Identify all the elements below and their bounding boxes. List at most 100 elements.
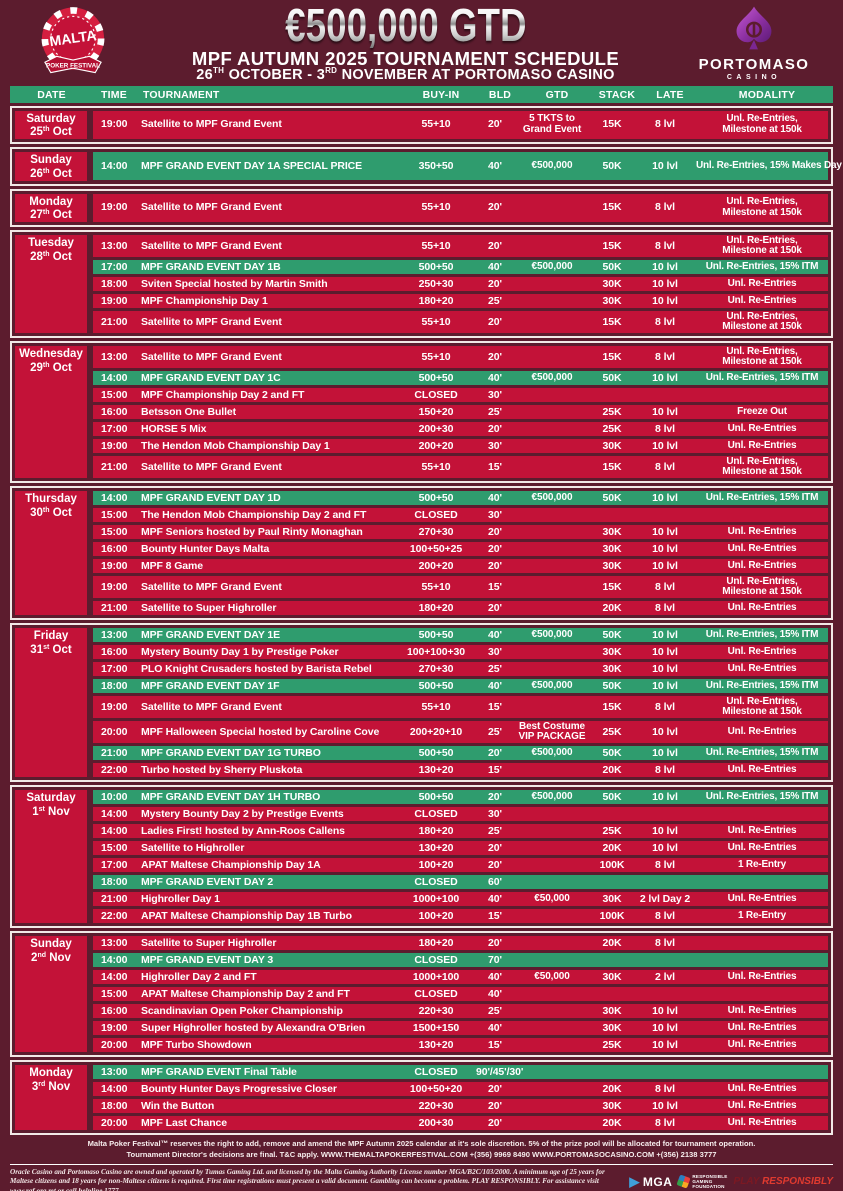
- tournament-name-cell: MPF 8 Game: [141, 559, 204, 572]
- tournament-name-cell: MPF Turbo Showdown: [141, 1038, 252, 1051]
- blind-level-cell: 40': [488, 260, 502, 273]
- svg-text:POKER FESTIVAL: POKER FESTIVAL: [46, 62, 100, 69]
- footer-logos: ▶ MGA RESPONSIBLE GAMING FOUNDATION PLAY …: [629, 1174, 833, 1190]
- late-reg-cell: 8 lvl: [655, 460, 675, 473]
- poker-chip-icon: MALTA POKER FESTIVAL: [41, 7, 105, 74]
- stack-cell: 30K: [602, 277, 622, 290]
- date-cell: Wednesday 29th Oct: [15, 346, 87, 479]
- buyin-cell: 200+30: [418, 422, 454, 435]
- tournament-row: 19:00 The Hendon Mob Championship Day 1 …: [93, 439, 828, 454]
- stack-cell: 30K: [602, 1099, 622, 1112]
- spade-icon: [736, 6, 772, 50]
- time-cell: 21:00: [101, 315, 128, 328]
- day-date: 3rd Nov: [31, 1080, 71, 1093]
- tournament-row: 10:00 MPF GRAND EVENT DAY 1H TURBO 500+5…: [93, 790, 828, 805]
- date-group: Wednesday 29th Oct 13:00 Satellite to MP…: [10, 341, 833, 484]
- responsible-gaming-foundation-logo: RESPONSIBLE GAMING FOUNDATION: [676, 1174, 727, 1190]
- time-cell: 13:00: [101, 628, 128, 641]
- late-reg-cell: 10 lvl: [652, 841, 678, 854]
- tournament-name-cell: Turbo hosted by Sherry Pluskota: [141, 763, 303, 776]
- stack-cell: 15K: [602, 580, 622, 593]
- stack-cell: 25K: [602, 422, 622, 435]
- tournament-row: 14:00 MPF GRAND EVENT DAY 1D 500+50 40' …: [93, 491, 828, 506]
- blind-level-cell: 20': [488, 525, 502, 538]
- modality-cell: Unl. Re-Entries: [727, 1021, 797, 1033]
- late-reg-cell: 8 lvl: [655, 601, 675, 614]
- tournament-row: 17:00 MPF GRAND EVENT DAY 1B 500+50 40' …: [93, 260, 828, 275]
- late-reg-cell: 8 lvl: [655, 350, 675, 363]
- buyin-cell: 500+50: [418, 628, 454, 641]
- day-name: Monday: [29, 195, 73, 208]
- tournament-row: 19:00 MPF 8 Game 200+20 20' 30K 10 lvl U…: [93, 559, 828, 574]
- stack-cell: 30K: [602, 662, 622, 675]
- late-reg-cell: 8 lvl: [655, 201, 675, 214]
- tournament-name-cell: The Hendon Mob Championship Day 1: [141, 439, 330, 452]
- buyin-cell: 500+50: [418, 679, 454, 692]
- late-reg-cell: 10 lvl: [652, 294, 678, 307]
- tournament-row: 20:00 MPF Turbo Showdown 130+20 15' 25K …: [93, 1038, 828, 1053]
- modality-cell: 1 Re-Entry: [737, 909, 786, 921]
- tournament-row: 14:00 Highroller Day 2 and FT 1000+100 4…: [93, 970, 828, 985]
- tournament-name-cell: MPF Last Chance: [141, 1116, 228, 1129]
- late-reg-cell: 2 lvl Day 2: [639, 892, 691, 905]
- late-reg-cell: 10 lvl: [652, 159, 678, 172]
- blind-level-cell: 20': [488, 239, 502, 252]
- late-reg-cell: 10 lvl: [652, 790, 678, 803]
- time-cell: 14:00: [101, 159, 128, 172]
- modality-cell: Unl. Re-Entries, 15% ITM: [705, 790, 819, 802]
- blind-level-cell: 20': [488, 277, 502, 290]
- late-reg-cell: 8 lvl: [655, 239, 675, 252]
- column-date: DATE: [37, 88, 66, 101]
- modality-cell: Unl. Re-Entries: [727, 841, 797, 853]
- tournament-name-cell: MPF GRAND EVENT DAY 1A SPECIAL PRICE: [141, 159, 363, 172]
- tournament-row: 15:00 APAT Maltese Championship Day 2 an…: [93, 987, 828, 1002]
- blind-level-cell: 40': [488, 371, 502, 384]
- column-late: LATE: [656, 88, 684, 101]
- blind-level-cell: 25': [488, 294, 502, 307]
- modality-cell: Unl. Re-Entries, 15% ITM: [705, 491, 819, 503]
- date-cell: Saturday 1st Nov: [15, 790, 87, 924]
- stack-cell: 100K: [599, 858, 625, 871]
- stack-cell: 30K: [602, 294, 622, 307]
- tournament-row: 19:00 Satellite to MPF Grand Event 55+10…: [93, 576, 828, 599]
- schedule-table: Saturday 25th Oct 19:00 Satellite to MPF…: [0, 106, 843, 1136]
- gtd-cell: Best Costume VIP PACKAGE: [518, 720, 586, 743]
- modality-cell: Unl. Re-Entries, 15% ITM: [705, 628, 819, 640]
- column-tournament: TOURNAMENT: [143, 88, 220, 101]
- blind-level-cell: 20': [488, 936, 502, 949]
- buyin-cell: 500+50: [418, 260, 454, 273]
- tournament-row: 15:00 Satellite to Highroller 130+20 20'…: [93, 841, 828, 856]
- blind-level-cell: 40': [488, 628, 502, 641]
- modality-cell: Unl. Re-Entries: [727, 970, 797, 982]
- date-cell: Saturday 25th Oct: [15, 111, 87, 140]
- buyin-cell: CLOSED: [414, 1065, 458, 1078]
- modality-cell: Unl. Re-Entries: [727, 1082, 797, 1094]
- tournament-name-cell: MPF GRAND EVENT DAY 1F: [141, 679, 280, 692]
- buyin-cell: 100+100+30: [407, 645, 465, 658]
- day-name: Sunday: [30, 938, 72, 951]
- tournament-row: 19:00 MPF Championship Day 1 180+20 25' …: [93, 294, 828, 309]
- tournament-name-cell: Bounty Hunter Days Malta: [141, 542, 270, 555]
- date-group: Saturday 1st Nov 10:00 MPF GRAND EVENT D…: [10, 785, 833, 929]
- buyin-cell: 220+30: [418, 1004, 454, 1017]
- late-reg-cell: 10 lvl: [652, 559, 678, 572]
- gtd-cell: €500,000: [531, 746, 573, 758]
- buyin-cell: 180+20: [418, 294, 454, 307]
- gtd-headline: €500,000 GTD: [284, 0, 527, 51]
- tournament-name-cell: Satellite to MPF Grand Event: [141, 460, 282, 473]
- time-cell: 21:00: [101, 892, 128, 905]
- tournament-name-cell: MPF GRAND EVENT DAY 2: [141, 875, 274, 888]
- tournament-name-cell: Bounty Hunter Days Progressive Closer: [141, 1082, 337, 1095]
- group-rows: 13:00 Satellite to Super Highroller 180+…: [93, 936, 828, 1053]
- modality-cell: Unl. Re-Entries, 15% Makes Day 2: [696, 160, 843, 172]
- date-cell: Sunday 26th Oct: [15, 152, 87, 181]
- stack-cell: 30K: [602, 542, 622, 555]
- tournament-row: 19:00 Satellite to MPF Grand Event 55+10…: [93, 193, 828, 222]
- tournament-row: 16:00 Betsson One Bullet 150+20 25' 25K …: [93, 405, 828, 420]
- time-cell: 14:00: [101, 953, 128, 966]
- late-reg-cell: 10 lvl: [652, 1021, 678, 1034]
- tournament-row: 18:00 MPF GRAND EVENT DAY 2 CLOSED 60': [93, 875, 828, 890]
- tournament-row: 20:00 MPF Last Chance 200+30 20' 20K 8 l…: [93, 1116, 828, 1131]
- tournament-name-cell: APAT Maltese Championship Day 1B Turbo: [141, 909, 352, 922]
- tournament-name-cell: Satellite to MPF Grand Event: [141, 118, 282, 131]
